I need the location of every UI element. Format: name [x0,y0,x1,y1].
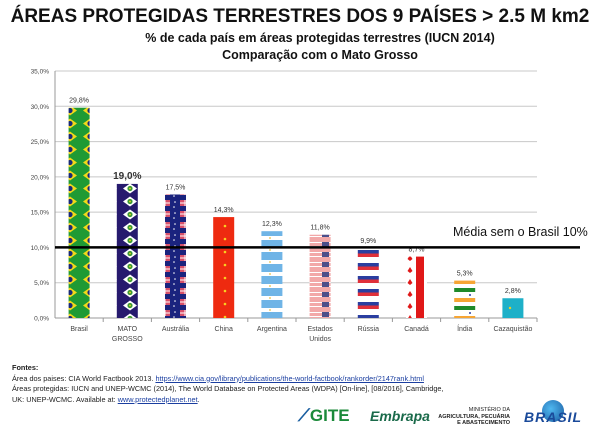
data-label: 12,3% [262,221,282,228]
brasil-logo: BRASIL [520,400,590,426]
chart-subtitle: % de cada país em áreas protegidas terre… [145,31,495,45]
y-tick-label: 15,0% [31,210,50,217]
bar-chart: 0,0% 5,0% 10,0% 15,0% 20,0% 25,0% 30,0% 35,0% 2… [31,69,588,344]
y-tick-label: 5,0% [34,280,49,287]
source-line-2: Áreas protegidas: IUCN and UNEP-WCMC (20… [12,384,444,393]
data-label: 9,9% [360,238,376,245]
ministerio-line-2: AGRICULTURA, PECUÁRIA [438,413,510,420]
bar-china [213,217,235,318]
y-tick-label: 10,0% [31,245,50,252]
cia-link[interactable]: https://www.cia.gov/library/publications… [155,373,424,383]
data-label: 5,3% [457,271,473,278]
x-tick-label: Unidos [309,336,331,343]
y-tick-label: 0,0% [34,316,49,323]
chart-subtitle-2: Comparação com o Mato Grosso [222,48,418,62]
x-tick-label: Brasil [70,326,88,333]
gite-logo: ⟋GITE [298,406,350,426]
data-label: 8,7% [409,247,425,254]
y-tick-label: 25,0% [31,139,50,146]
x-tick-label: Argentina [257,326,287,333]
protectedplanet-link[interactable]: www.protectedplanet.net [117,394,198,404]
reference-line-label: Média sem o Brasil 10% [453,225,588,239]
gite-text: GITE [309,406,350,425]
data-label: 29,8% [69,98,89,105]
ministerio-line-3: E ABASTECIMENTO [457,420,510,426]
sources-heading: Fontes: [12,363,39,372]
x-tick-label: GROSSO [112,336,143,343]
x-tick-label: Rússia [358,326,380,333]
gite-mark-icon: ⟋ [298,406,310,425]
x-tick-label: MATO [118,326,138,333]
data-label: 2,8% [505,288,521,295]
sources: Fontes: Área dos paises: CIA World Factb… [12,363,444,405]
data-label: 19,0% [113,171,141,182]
bar-brasil [68,107,90,318]
bar-cazaquistão [502,298,524,318]
data-label: 11,8% [310,225,329,232]
data-label: 17,5% [166,185,186,192]
y-tick-label: 20,0% [31,174,50,181]
data-label: 14,3% [214,207,234,214]
source-line-3: UK: UNEP-WCMC. Available at: [12,394,118,404]
x-tick-label: Cazaquistão [493,326,532,333]
x-tick-label: Índia [457,324,472,333]
embrapa-logo: Embrapa [370,408,430,424]
x-tick-label: Austrália [162,326,189,333]
bar-canadá [406,256,427,318]
chart-title: ÁREAS PROTEGIDAS TERRESTRES DOS 9 PAÍSES… [10,6,590,27]
x-tick-label: China [215,326,233,333]
source-line-1: Área dos paises: CIA World Factbook 2013… [12,373,156,383]
bar-estados-unidos [309,234,331,318]
globe-icon [542,400,564,422]
ministerio-line-1: MINISTÉRIO DA [468,407,510,413]
y-tick-label: 30,0% [31,104,50,111]
x-tick-label: Estados [307,326,333,333]
bar-austrália [165,194,186,318]
bar-índia [454,280,476,318]
bar-rússia [357,248,379,318]
brasil-text: BRASIL [524,409,583,425]
ministerio-logo: MINISTÉRIO DA AGRICULTURA, PECUÁRIA E AB… [428,407,510,427]
y-tick-label: 35,0% [31,69,50,76]
bar-argentina [261,231,283,318]
bar-mato-grosso [116,183,138,318]
source-period: . [197,394,200,404]
x-tick-label: Canadá [404,326,429,333]
